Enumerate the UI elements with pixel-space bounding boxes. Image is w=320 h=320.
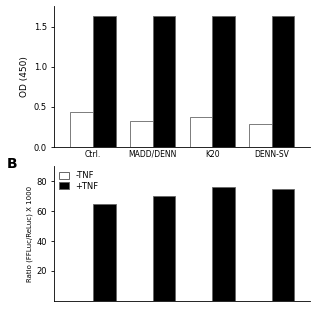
Bar [153, 196, 175, 301]
Bar [249, 124, 272, 147]
Bar [189, 117, 212, 147]
Y-axis label: OD (450): OD (450) [20, 56, 29, 97]
Y-axis label: Ratio (FFLuc/ReLuc) X 1000: Ratio (FFLuc/ReLuc) X 1000 [27, 186, 33, 282]
Bar [93, 204, 116, 301]
Bar [93, 16, 116, 147]
Bar [153, 16, 175, 147]
Legend: -TNF, +TNF: -TNF, +TNF [59, 171, 99, 191]
Text: B: B [6, 157, 17, 171]
Bar [130, 121, 153, 147]
Bar [70, 112, 93, 147]
Bar [212, 16, 235, 147]
Bar [272, 189, 294, 301]
Bar [212, 187, 235, 301]
Bar [272, 16, 294, 147]
